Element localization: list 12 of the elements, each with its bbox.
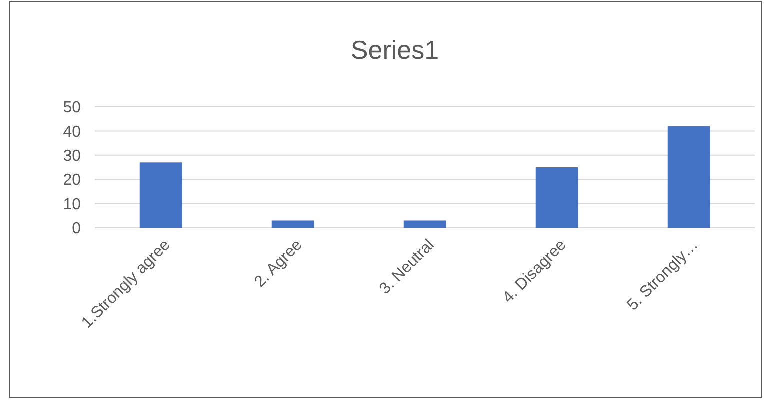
bar (140, 162, 182, 228)
bar (536, 168, 578, 228)
y-tick-label: 50 (63, 100, 82, 117)
y-tick-label: 0 (72, 220, 82, 238)
bar (404, 220, 446, 228)
bar (272, 220, 314, 228)
y-tick-label: 40 (63, 124, 82, 141)
y-tick-label: 30 (63, 148, 82, 165)
y-tick-label: 20 (63, 172, 82, 190)
y-tick-label: 10 (63, 196, 82, 214)
bar (668, 126, 710, 228)
chart-title: Series1 (350, 35, 440, 65)
